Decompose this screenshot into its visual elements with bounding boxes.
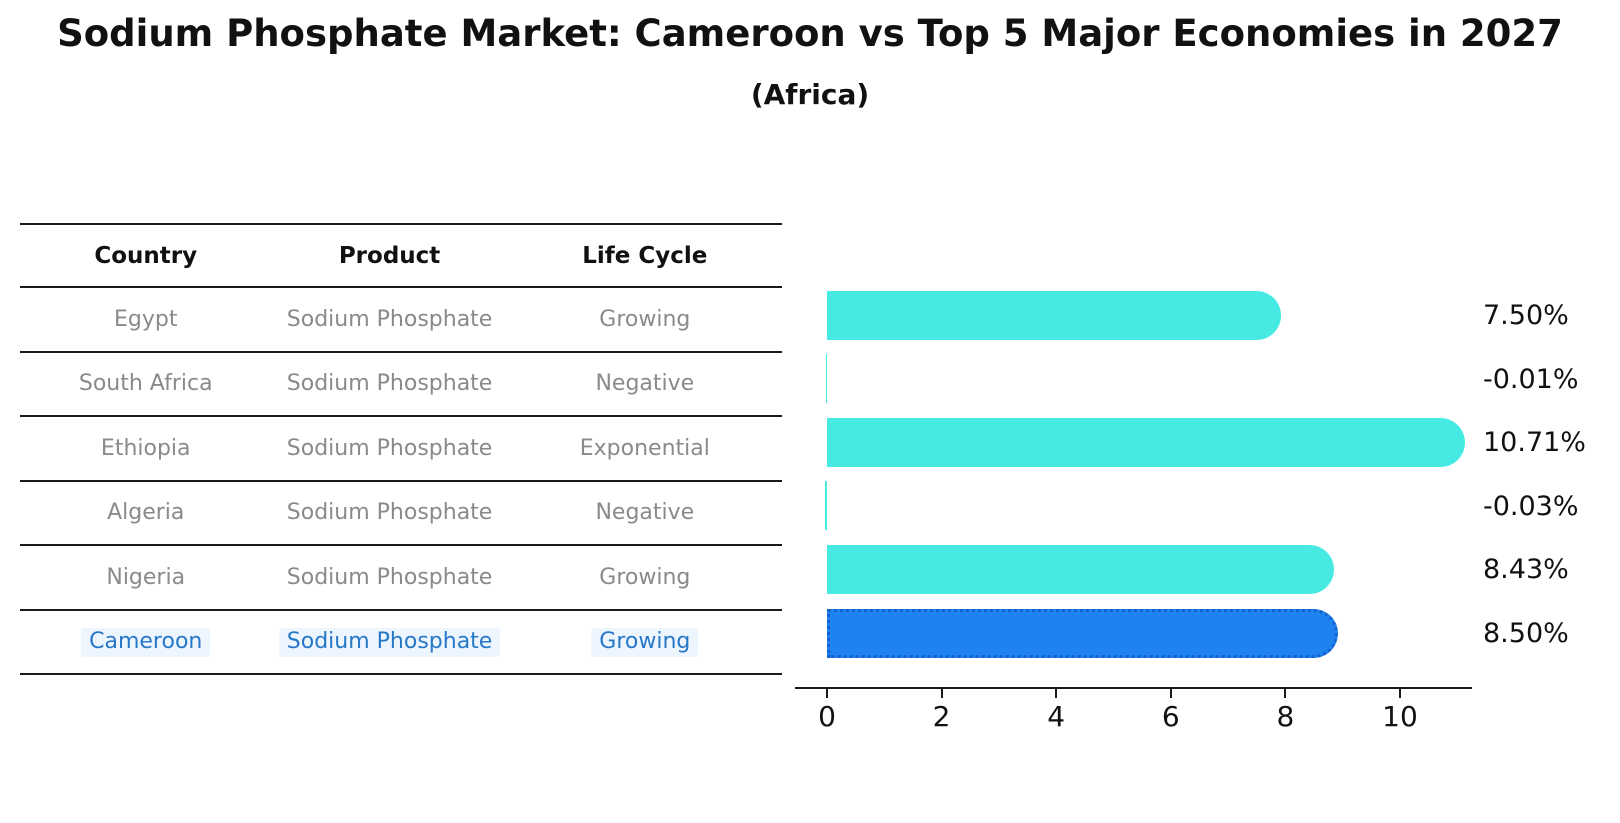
cell-country: Ethiopia [20,436,271,461]
cell-country: Nigeria [20,565,271,590]
x-axis-tick [1399,689,1401,698]
bar-egypt [827,290,1281,340]
cell-text: Negative [595,371,695,397]
chart-title: Sodium Phosphate Market: Cameroon vs Top… [57,12,1563,55]
x-axis-tick-label: 0 [818,700,836,733]
value-label-egypt: 7.50% [1483,300,1569,331]
cell-product: Sodium Phosphate [271,436,507,461]
x-axis-tick [940,689,943,698]
cell-text: Sodium Phosphate [286,435,493,461]
value-label-south-africa: -0.01% [1483,363,1579,395]
value-label-algeria: -0.03% [1483,490,1579,522]
cell-life-cycle: Growing [508,565,782,590]
cell-text: Egypt [113,306,178,332]
table-header-country: Country [94,242,198,269]
table-row: Nigeria Sodium Phosphate Growing [20,546,782,611]
x-axis-tick-label: 10 [1382,700,1418,733]
cell-life-cycle: Exponential [508,436,782,461]
cell-text: Cameroon [81,628,211,658]
x-axis-tick-label: 8 [1276,700,1295,733]
cell-life-cycle: Negative [508,500,782,525]
table-header-product: Product [338,242,441,269]
cell-text: South Africa [78,371,213,397]
cell-text: Sodium Phosphate [286,306,493,332]
cell-product: Sodium Phosphate [271,500,507,525]
x-axis-tick-label: 4 [1047,700,1066,733]
cell-text: Exponential [579,435,710,461]
bar-cameroon [827,608,1339,658]
table-body: Egypt Sodium Phosphate Growing South Africa… [20,288,782,675]
cell-product: Sodium Phosphate [271,371,507,396]
cell-country: Algeria [20,500,271,525]
country-table: Country Product Life Cycle Egypt Sodium P… [20,223,782,675]
table-row: Cameroon Sodium Phosphate Growing [20,611,782,675]
cell-life-cycle: Growing [508,628,782,658]
cell-text: Sodium Phosphate [286,371,493,397]
cell-country: South Africa [20,371,271,396]
bar-ethiopia [827,417,1465,467]
x-axis-tick [826,689,828,698]
value-label-cameroon: 8.50% [1483,618,1569,649]
cell-text: Ethiopia [100,435,191,461]
table-row: Algeria Sodium Phosphate Negative [20,482,782,546]
cell-life-cycle: Growing [508,307,782,332]
x-axis-tick-label: 2 [932,700,951,733]
bar-nigeria [827,544,1335,594]
x-axis-tick [1284,689,1287,698]
cell-text: Algeria [107,500,185,526]
cell-text: Growing [591,628,699,658]
cell-product: Sodium Phosphate [271,565,507,590]
table-header-life-cycle: Life Cycle [582,242,708,269]
cell-text: Sodium Phosphate [286,500,493,526]
cell-text: Negative [595,500,695,526]
table-row: Ethiopia Sodium Phosphate Exponential [20,417,782,482]
x-axis-tick-label: 6 [1161,700,1180,733]
table-header-row: Country Product Life Cycle [20,223,782,288]
cell-product: Sodium Phosphate [271,628,507,658]
cell-country: Egypt [20,307,271,332]
bar-south-africa [826,354,827,404]
bar-algeria [825,481,827,531]
cell-text: Growing [599,306,691,332]
cell-text: Growing [599,564,691,590]
cell-text: Nigeria [106,564,186,590]
cell-country: Cameroon [20,628,271,658]
chart-subtitle: (Africa) [750,78,870,111]
x-axis-tick [1169,689,1172,698]
cell-text: Sodium Phosphate [286,564,493,590]
value-label-nigeria: 8.43% [1483,554,1569,586]
table-row: South Africa Sodium Phosphate Negative [20,353,782,417]
x-axis-line [795,687,1472,689]
cell-life-cycle: Negative [508,371,782,396]
table-row: Egypt Sodium Phosphate Growing [20,288,782,353]
x-axis-tick [1055,689,1058,698]
value-label-ethiopia: 10.71% [1483,427,1586,459]
cell-text: Sodium Phosphate [278,628,501,658]
cell-product: Sodium Phosphate [271,307,507,332]
